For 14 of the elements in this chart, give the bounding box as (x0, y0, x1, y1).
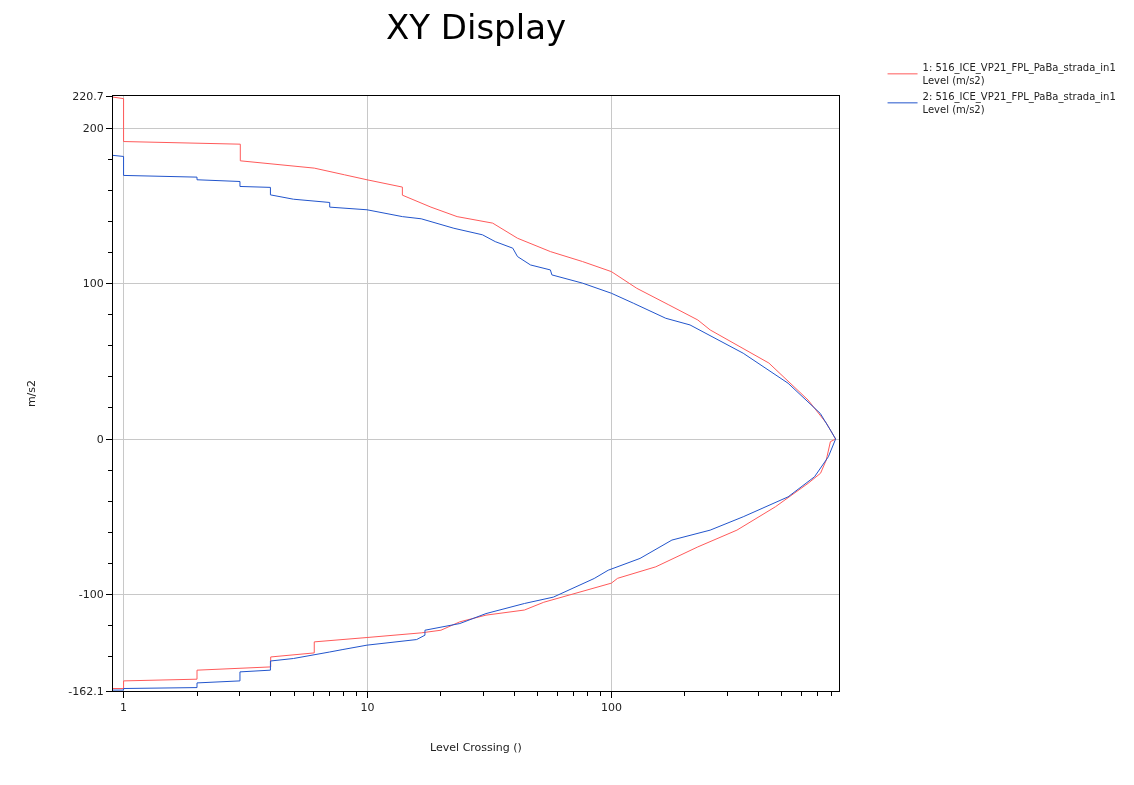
y-tick-label: 0 (96, 432, 104, 446)
x-tick-label: 100 (600, 701, 622, 715)
y-tick-label: -162.1 (68, 684, 104, 698)
y-tick-label: 100 (82, 277, 104, 291)
y-axis-title: m/s2 (24, 379, 38, 408)
legend-label: 2: 516_ICE_VP21_FPL_PaBa_strada_in1 Level (m/s2) (922, 91, 1116, 116)
y-tick-label: 200 (82, 122, 104, 136)
chart-title: XY Display (385, 7, 567, 48)
y-tick-label: 220.7 (72, 89, 104, 103)
legend-label: 1: 516_ICE_VP21_FPL_PaBa_strada_in1 Level (m/s2) (922, 62, 1116, 87)
y-tick-label: -100 (78, 588, 104, 602)
x-tick-label: 10 (360, 701, 375, 715)
x-axis-title: Level Crossing () (430, 741, 522, 755)
x-tick-label: 1 (120, 701, 128, 715)
